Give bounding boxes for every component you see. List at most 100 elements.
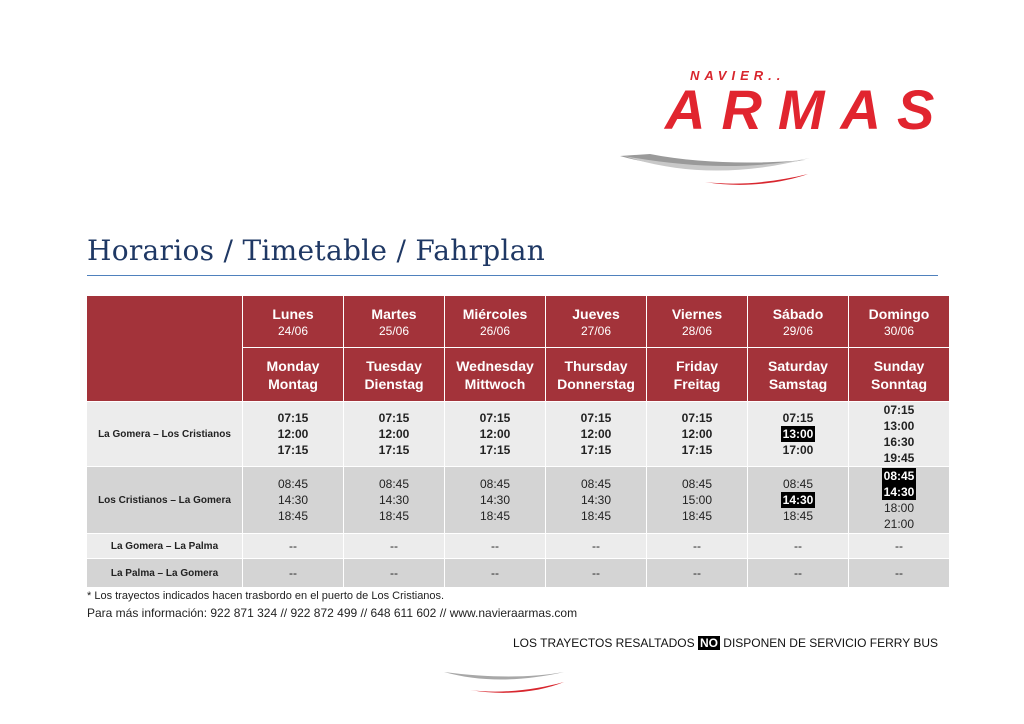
time-line: 08:45 [647, 476, 747, 492]
route-row: La Gomera – La Palma -- -- -- -- -- -- -- [86, 533, 950, 559]
departure-time: -- [592, 539, 600, 553]
departure-times-cell: -- [343, 533, 445, 559]
header-row-spanish: Lunes 24/06 Martes 25/06 Miércoles 26/06 Jueve… [86, 295, 950, 402]
header-row-translations: Monday Montag Tuesday Dienstag Wednesday Mitt… [87, 347, 950, 402]
day-name-es: Miércoles [462, 305, 528, 322]
departure-time: 17:15 [681, 443, 713, 457]
day-translation-3: Thursday Donnerstag [545, 347, 647, 402]
day-name-es: Martes [371, 305, 417, 322]
departure-time-highlighted: 13:00 [780, 426, 816, 442]
ferry-bus-notice: LOS TRAYECTOS RESALTADOS NO DISPONEN DE … [513, 636, 938, 650]
time-line: -- [445, 538, 545, 554]
time-line: 12:00 [546, 426, 646, 442]
day-name-de: Mittwoch [464, 375, 526, 392]
departure-time: -- [895, 566, 903, 580]
departure-time: 14:30 [277, 493, 309, 507]
time-line: 17:00 [748, 442, 848, 458]
day-name-es: Domingo [868, 305, 930, 322]
route-name: La Gomera – Los Cristianos [86, 401, 243, 467]
time-line: -- [546, 565, 646, 581]
day-date: 27/06 [580, 323, 612, 338]
departure-time-highlighted: 14:30 [881, 484, 917, 500]
departure-time: -- [390, 566, 398, 580]
day-translation-6: Sunday Sonntag [848, 347, 950, 402]
time-line: 17:15 [445, 442, 545, 458]
departure-times-cell: -- [343, 558, 445, 588]
departure-time: 21:00 [883, 517, 915, 531]
time-line: -- [344, 565, 444, 581]
day-date: 26/06 [479, 323, 511, 338]
departure-times-cell: 07:15 12:00 17:15 [545, 401, 647, 467]
departure-times-cell: -- [747, 533, 849, 559]
departure-times-cell: 08:45 15:00 18:45 [646, 466, 748, 534]
day-header-2: Miércoles 26/06 [444, 295, 546, 348]
contact-info: Para más información: 922 871 324 // 922… [87, 606, 578, 620]
day-date: 24/06 [277, 323, 309, 338]
time-line: 14:30 [748, 492, 848, 508]
departure-time: 07:15 [782, 411, 814, 425]
day-date: 28/06 [681, 323, 713, 338]
route-row: Los Cristianos – La Gomera 08:45 14:30 18:4… [86, 466, 950, 534]
time-line: -- [243, 538, 343, 554]
time-line: -- [344, 538, 444, 554]
departure-time: 13:00 [883, 419, 915, 433]
departure-time: 14:30 [580, 493, 612, 507]
time-line: -- [546, 538, 646, 554]
departure-time: -- [794, 539, 802, 553]
day-name-de: Sonntag [871, 375, 927, 392]
departure-time: 08:45 [782, 477, 814, 491]
time-line: 13:00 [849, 418, 949, 434]
departure-times-cell: -- [646, 558, 748, 588]
departure-times-cell: 07:15 13:00 16:30 19:45 [848, 401, 950, 467]
day-translation-5: Saturday Samstag [747, 347, 849, 402]
departure-times-cell: -- [444, 558, 546, 588]
day-header-6: Domingo 30/06 [848, 295, 950, 348]
logo-small-text: NAVIER.. [690, 68, 786, 83]
day-translation-4: Friday Freitag [646, 347, 748, 402]
departure-time: 18:45 [277, 509, 309, 523]
departure-time: -- [390, 539, 398, 553]
departure-time: 17:15 [580, 443, 612, 457]
day-translation-2: Wednesday Mittwoch [444, 347, 546, 402]
departure-time: 18:45 [681, 509, 713, 523]
departure-time: 18:45 [580, 509, 612, 523]
departure-time: 07:15 [883, 403, 915, 417]
day-name-en: Saturday [768, 357, 828, 374]
departure-time: 08:45 [479, 477, 511, 491]
time-line: -- [849, 565, 949, 581]
time-line: 07:15 [849, 402, 949, 418]
time-line: 18:45 [647, 508, 747, 524]
departure-times-cell: 08:45 14:30 18:45 [343, 466, 445, 534]
departure-time: 07:15 [378, 411, 410, 425]
day-date: 25/06 [378, 323, 410, 338]
time-line: 07:15 [344, 410, 444, 426]
route-row: La Palma – La Gomera -- -- -- -- -- -- -- [86, 558, 950, 588]
time-line: 12:00 [445, 426, 545, 442]
time-line: 12:00 [647, 426, 747, 442]
time-line: 17:15 [243, 442, 343, 458]
time-line: 18:45 [344, 508, 444, 524]
day-header-0: Lunes 24/06 [242, 295, 344, 348]
time-line: 16:30 [849, 434, 949, 450]
time-line: -- [748, 538, 848, 554]
departure-times-cell: -- [848, 558, 950, 588]
footnote: * Los trayectos indicados hacen trasbord… [87, 590, 445, 602]
route-name: La Gomera – La Palma [86, 533, 243, 559]
departure-time: 07:15 [580, 411, 612, 425]
departure-times-cell: -- [545, 558, 647, 588]
timetable: Lunes 24/06 Martes 25/06 Miércoles 26/06 Jueve… [86, 295, 950, 588]
time-line: 18:00 [849, 500, 949, 516]
departure-times-cell: 08:45 14:30 18:00 21:00 [848, 466, 950, 534]
time-line: -- [445, 565, 545, 581]
time-line: 18:45 [243, 508, 343, 524]
day-name-en: Friday [675, 357, 718, 374]
departure-time: 12:00 [681, 427, 713, 441]
departure-time: -- [289, 566, 297, 580]
logo-swoosh-icon [620, 154, 810, 185]
departure-time: 18:45 [378, 509, 410, 523]
day-name-en: Wednesday [456, 357, 534, 374]
time-line: 08:45 [748, 476, 848, 492]
departure-times-cell: -- [747, 558, 849, 588]
time-line: -- [243, 565, 343, 581]
day-name-es: Sábado [772, 305, 824, 322]
